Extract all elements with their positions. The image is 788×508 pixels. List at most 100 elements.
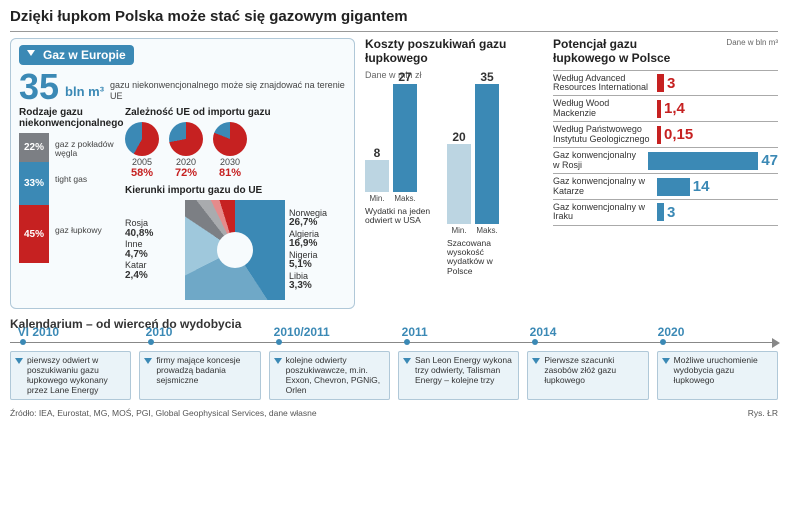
stacked-segment: 33% [19, 162, 49, 205]
donut-chart-area: Rosja40,8%Inne4,7%Katar2,4% Norwegia26,7… [125, 200, 359, 300]
bar-min-max-label: Min. [447, 226, 471, 235]
donut-labels-right: Norwegia26,7%Algieria16,9%Nigeria5,1%Lib… [289, 208, 359, 293]
donut-label: Algieria16,9% [289, 230, 359, 250]
donut-labels-left: Rosja40,8%Inne4,7%Katar2,4% [125, 218, 181, 282]
bar-pair: 8Min.27Maks. [365, 84, 431, 203]
donut-title: Kierunki importu gazu do UE [125, 185, 359, 196]
donut-label: Katar2,4% [125, 261, 181, 281]
page-title: Dzięki łupkom Polska może stać się gazow… [10, 8, 778, 25]
headline-stat: 35 bln m³ gazu niekonwencjonalnego może … [19, 71, 346, 103]
potential-label: Gaz konwencjonalny w Katarze [553, 177, 653, 196]
costs-section: Koszty poszukiwań gazu łupkowego Dane w … [365, 38, 543, 309]
pie-icon [125, 122, 159, 156]
group-caption: Szacowana wysokość wydatków w Polsce [447, 239, 513, 276]
timeline-year: 2014 [530, 325, 557, 339]
pie-icon [213, 122, 247, 156]
card-header-label: Gaz w Europie [43, 48, 126, 62]
stacked-bar-chart: 22%gaz z pokładów węgla33%tight gas45%ga… [19, 133, 49, 263]
dependence-pie: 203081% [213, 122, 247, 179]
potential-bar [648, 152, 758, 170]
potential-label: Według Państwowego Instytutu Geologiczne… [553, 125, 653, 144]
potential-title: Potencjał gazu łupkowego w Polsce [553, 38, 693, 66]
potential-row: Gaz konwencjonalny w Katarze 14 [553, 173, 778, 199]
potential-value: 1,4 [664, 100, 685, 117]
timeline-event: Możliwe uruchomienie wydobycia gazu łupk… [657, 351, 778, 400]
headline-desc: gazu niekonwencjonalnego może się znajdo… [110, 80, 346, 102]
dependence-title: Zależność UE od importu gazu [125, 107, 359, 118]
donut-chart [185, 200, 285, 300]
cost-bar: 27 [393, 84, 417, 192]
bar-wrap: 27 Maks. [393, 84, 417, 203]
dependence-caption: 203081% [213, 157, 247, 179]
bar-value: 27 [391, 70, 419, 84]
bar-min-max-label: Maks. [393, 194, 417, 203]
donut-label: Nigeria5,1% [289, 251, 359, 271]
bar-wrap: 20 Min. [447, 144, 471, 235]
dependence-pie: 200558% [125, 122, 159, 179]
stacked-title: Rodzaje gazu niekonwencjonalnego [19, 107, 117, 129]
potential-bar-cell: 14 [657, 178, 778, 196]
potential-value: 3 [667, 75, 675, 92]
chevron-down-icon [25, 48, 37, 60]
headline-value: 35 [19, 71, 59, 103]
timeline-dot-icon [404, 339, 410, 345]
footer: Źródło: IEA, Eurostat, MG, MOŚ, PGI, Glo… [10, 408, 778, 418]
donut-label: Inne4,7% [125, 240, 181, 260]
arrow-right-icon [772, 338, 780, 348]
bar-pair: 20 Min. 35 Maks. [447, 84, 513, 235]
donut-label: Libia3,3% [289, 272, 359, 292]
potential-label: Gaz konwencjonalny w Rosji [553, 151, 644, 170]
timeline-dot-icon [532, 339, 538, 345]
potential-bar-cell: 1,4 [657, 100, 778, 118]
potential-unit: Dane w bln m³ [726, 38, 778, 47]
bar-wrap: 8Min. [365, 160, 389, 203]
cost-group: 8Min.27Maks.Wydatki na jeden odwiert w U… [365, 84, 431, 276]
costs-title: Koszty poszukiwań gazu łupkowego [365, 38, 543, 66]
timeline-section: Kalendarium – od wierceń do wydobycia VI… [10, 317, 778, 400]
bar-wrap: 35 Maks. [475, 84, 499, 235]
europe-gas-card: Gaz w Europie 35 bln m³ gazu niekonwencj… [10, 38, 355, 309]
bar-min-max-label: Maks. [475, 226, 499, 235]
potential-value: 47 [761, 152, 778, 169]
potential-bar-cell: 47 [648, 152, 778, 170]
potential-row: Według Wood Mackenzie1,4 [553, 95, 778, 121]
timeline-dot-icon [276, 339, 282, 345]
stacked-label: gaz z pokładów węgla [55, 140, 115, 158]
timeline-year: 2010 [146, 325, 173, 339]
dependence-caption: 200558% [125, 157, 159, 179]
timeline-axis: VI 201020102010/2011201120142020 [10, 335, 778, 345]
timeline-year: 2010/2011 [274, 325, 330, 339]
potential-value: 0,15 [664, 126, 693, 143]
potential-row: Gaz konwencjonalny w Rosji 47 [553, 147, 778, 173]
timeline-event: firmy mające koncesje prowadzą badania s… [139, 351, 260, 400]
potential-value: 3 [667, 204, 675, 221]
timeline-boxes: pierwszy odwiert w poszukiwaniu gazu łup… [10, 351, 778, 400]
source-text: Źródło: IEA, Eurostat, MG, MOŚ, PGI, Glo… [10, 408, 317, 418]
divider [10, 31, 778, 32]
potential-row: Według Państwowego Instytutu Geologiczne… [553, 121, 778, 147]
timeline-dot-icon [148, 339, 154, 345]
potential-value: 14 [693, 178, 710, 195]
potential-bar-cell: 3 [657, 74, 778, 92]
potential-bar [657, 126, 661, 144]
potential-label: Gaz konwencjonalny w Iraku [553, 203, 653, 222]
dependence-pies: 200558%202072%203081% [125, 122, 359, 179]
credit-text: Rys. ŁR [748, 408, 778, 418]
cost-bar: 35 [475, 84, 499, 224]
bar-min-max-label: Min. [365, 194, 389, 203]
stacked-label: gaz łupkowy [55, 226, 115, 235]
bar-value: 8 [363, 146, 391, 160]
pie-icon [169, 122, 203, 156]
potential-section: Potencjał gazu łupkowego w Polsce Dane w… [553, 38, 778, 309]
timeline-event: kolejne odwierty poszukiwawcze, m.in. Ex… [269, 351, 390, 400]
timeline-dot-icon [20, 339, 26, 345]
potential-label: Według Advanced Resources International [553, 74, 653, 93]
group-caption: Wydatki na jeden odwiert w USA [365, 207, 431, 226]
potential-bar-cell: 3 [657, 203, 778, 221]
potential-bar [657, 74, 664, 92]
card-header: Gaz w Europie [19, 45, 134, 65]
cost-bar: 20 [447, 144, 471, 224]
timeline-dot-icon [660, 339, 666, 345]
donut-label: Norwegia26,7% [289, 209, 359, 229]
potential-bar [657, 203, 664, 221]
